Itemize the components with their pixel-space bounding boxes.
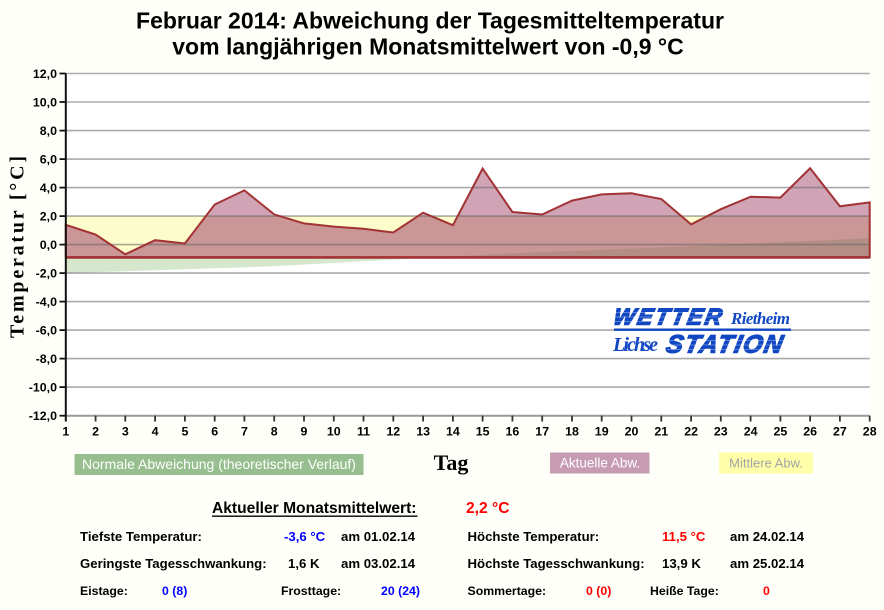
svg-text:Rietheim: Rietheim — [730, 309, 790, 328]
svg-text:am 03.02.14: am 03.02.14 — [341, 556, 416, 571]
svg-text:7: 7 — [241, 425, 248, 439]
svg-text:Heiße Tage:: Heiße Tage: — [650, 584, 719, 598]
svg-text:11,5 °C: 11,5 °C — [662, 529, 706, 544]
svg-text:16: 16 — [506, 425, 520, 439]
svg-text:22: 22 — [684, 425, 698, 439]
svg-text:-12,0: -12,0 — [29, 409, 57, 423]
svg-text:17: 17 — [535, 425, 549, 439]
svg-text:-4,0: -4,0 — [36, 295, 57, 309]
svg-text:Lichse: Lichse — [612, 334, 658, 356]
svg-text:10,0: 10,0 — [33, 96, 57, 110]
svg-text:13: 13 — [416, 425, 430, 439]
svg-text:Normale Abweichung (theoretisc: Normale Abweichung (theoretischer Verlau… — [82, 456, 356, 472]
svg-text:12,0: 12,0 — [33, 67, 57, 81]
svg-text:23: 23 — [714, 425, 728, 439]
svg-text:27: 27 — [833, 425, 847, 439]
svg-text:Eistage:: Eistage: — [80, 584, 128, 598]
svg-text:11: 11 — [357, 425, 370, 439]
svg-text:2,0: 2,0 — [40, 210, 57, 224]
svg-text:5: 5 — [181, 425, 188, 439]
svg-text:26: 26 — [803, 425, 817, 439]
svg-text:4: 4 — [152, 425, 159, 439]
svg-text:19: 19 — [595, 425, 609, 439]
svg-text:12: 12 — [386, 425, 400, 439]
svg-text:8: 8 — [271, 425, 278, 439]
svg-text:Frosttage:: Frosttage: — [281, 584, 341, 598]
svg-text:Geringste Tagesschwankung:: Geringste Tagesschwankung: — [80, 556, 267, 571]
svg-text:Aktuelle Abw.: Aktuelle Abw. — [560, 456, 640, 471]
svg-text:8,0: 8,0 — [40, 124, 57, 138]
svg-text:am 01.02.14: am 01.02.14 — [341, 529, 416, 544]
svg-text:24: 24 — [744, 425, 758, 439]
svg-text:2,2 °C: 2,2 °C — [466, 500, 510, 517]
svg-text:28: 28 — [863, 425, 877, 439]
svg-text:15: 15 — [476, 425, 490, 439]
svg-text:6: 6 — [211, 425, 218, 439]
svg-text:STATION: STATION — [664, 331, 786, 359]
svg-text:-10,0: -10,0 — [29, 381, 57, 395]
svg-text:-6,0: -6,0 — [36, 324, 57, 338]
svg-text:0: 0 — [763, 584, 770, 598]
svg-text:Tag: Tag — [434, 450, 469, 475]
svg-text:-3,6 °C: -3,6 °C — [284, 529, 326, 544]
svg-text:-8,0: -8,0 — [36, 352, 57, 366]
svg-text:am 24.02.14: am 24.02.14 — [730, 529, 805, 544]
svg-text:vom langjährigen Monatsmittelw: vom langjährigen Monatsmittelwert von -0… — [172, 34, 683, 60]
svg-text:1,6 K: 1,6 K — [288, 556, 320, 571]
svg-text:Tiefste Temperatur:: Tiefste Temperatur: — [80, 529, 202, 544]
svg-text:Temperatur [°C]: Temperatur [°C] — [7, 156, 29, 338]
svg-text:Sommertage:: Sommertage: — [468, 584, 547, 598]
svg-text:Aktueller Monatsmittelwert:: Aktueller Monatsmittelwert: — [212, 500, 417, 517]
svg-text:4,0: 4,0 — [40, 181, 57, 195]
svg-text:13,9 K: 13,9 K — [662, 556, 701, 571]
svg-text:Höchste Temperatur:: Höchste Temperatur: — [468, 529, 600, 544]
svg-text:Mittlere Abw.: Mittlere Abw. — [729, 456, 803, 471]
svg-text:6,0: 6,0 — [40, 153, 57, 167]
svg-text:3: 3 — [122, 425, 129, 439]
svg-text:Februar 2014: Abweichung der T: Februar 2014: Abweichung der Tagesmittel… — [136, 7, 724, 33]
svg-text:-2,0: -2,0 — [36, 267, 57, 281]
svg-text:18: 18 — [565, 425, 579, 439]
svg-text:25: 25 — [774, 425, 788, 439]
svg-text:1: 1 — [62, 425, 69, 439]
svg-text:0,0: 0,0 — [40, 238, 57, 252]
svg-text:20: 20 — [625, 425, 639, 439]
svg-text:21: 21 — [654, 425, 668, 439]
svg-text:9: 9 — [301, 425, 308, 439]
svg-text:20 (24): 20 (24) — [381, 584, 420, 598]
svg-text:10: 10 — [327, 425, 341, 439]
svg-text:am 25.02.14: am 25.02.14 — [730, 556, 805, 571]
svg-text:Höchste Tagesschwankung:: Höchste Tagesschwankung: — [468, 556, 645, 571]
svg-text:0 (0): 0 (0) — [586, 584, 611, 598]
svg-text:2: 2 — [92, 425, 99, 439]
svg-text:14: 14 — [446, 425, 460, 439]
svg-text:0 (8): 0 (8) — [162, 584, 187, 598]
